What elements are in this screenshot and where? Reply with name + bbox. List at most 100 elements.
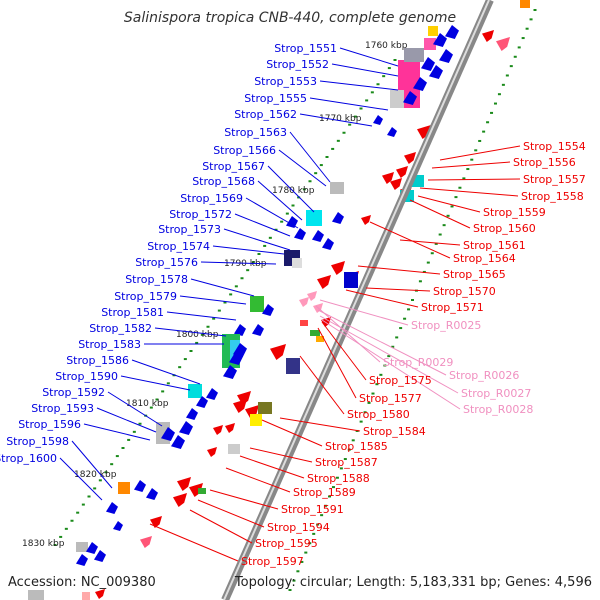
gene-label-plus[interactable]: Strop_1563 — [224, 126, 287, 139]
gene-label-plus[interactable]: Strop_1596 — [18, 418, 81, 431]
minus-strand-gene — [177, 477, 191, 491]
label-connector — [107, 391, 163, 427]
gene-label-minus[interactable]: Strop_1554 — [523, 140, 586, 153]
minus-strand-gene — [382, 172, 394, 184]
gene-label-plus[interactable]: Strop_1579 — [114, 290, 177, 303]
outer-tick-mark — [450, 205, 454, 208]
gene-label-plus[interactable]: Strop_1600 — [0, 452, 57, 465]
label-connector — [223, 228, 291, 251]
label-connector — [149, 523, 239, 562]
gene-label-plus[interactable]: Strop_1576 — [135, 256, 198, 269]
gene-label-minus[interactable]: Strop_1559 — [483, 206, 546, 219]
plus-strand-gene — [146, 488, 158, 500]
inner-tick-mark — [285, 212, 289, 215]
inner-tick-mark — [178, 366, 182, 369]
label-connector — [189, 509, 253, 544]
gene-label-plus[interactable]: Strop_1574 — [147, 240, 210, 253]
outer-tick-mark — [411, 299, 414, 301]
gene-label-rna[interactable]: Strop_R0029 — [383, 356, 453, 369]
gene-label-plus[interactable]: Strop_1553 — [254, 75, 317, 88]
outer-tick-mark — [482, 130, 486, 133]
gene-label-minus[interactable]: Strop_1595 — [255, 537, 318, 550]
gene-label-minus[interactable]: Strop_1564 — [453, 252, 516, 265]
label-lines-layer — [59, 47, 521, 562]
inner-tick-mark — [314, 172, 318, 175]
gene-label-plus[interactable]: Strop_1573 — [158, 223, 221, 236]
label-connector — [261, 419, 323, 447]
gene-label-minus[interactable]: Strop_1591 — [281, 503, 344, 516]
gene-feature — [28, 590, 44, 600]
gene-label-plus[interactable]: Strop_1567 — [202, 160, 265, 173]
gene-label-rna[interactable]: Strop_R0028 — [463, 403, 533, 416]
gene-label-minus[interactable]: Strop_1577 — [359, 392, 422, 405]
gene-label-plus[interactable]: Strop_1572 — [169, 208, 232, 221]
gene-label-plus[interactable]: Strop_1562 — [234, 108, 297, 121]
gene-label-plus[interactable]: Strop_1581 — [101, 306, 164, 319]
label-connector — [417, 195, 481, 213]
inner-tick-mark — [110, 463, 114, 466]
outer-tick-mark — [351, 439, 355, 442]
gene-label-plus[interactable]: Strop_1590 — [55, 370, 118, 383]
gene-label-plus[interactable]: Strop_1566 — [213, 144, 276, 157]
gene-label-plus[interactable]: Strop_1555 — [244, 92, 307, 105]
gene-label-plus[interactable]: Strop_1598 — [6, 435, 69, 448]
gene-feature — [428, 26, 438, 36]
inner-tick-mark — [223, 301, 227, 304]
gene-feature — [300, 320, 308, 326]
gene-label-minus[interactable]: Strop_1594 — [267, 521, 330, 534]
gene-label-plus[interactable]: Strop_1593 — [31, 402, 94, 415]
gene-label-plus[interactable]: Strop_1578 — [125, 273, 188, 286]
gene-label-minus[interactable]: Strop_1584 — [363, 425, 426, 438]
backbone-layer — [221, 0, 494, 600]
inner-tick-mark — [166, 382, 170, 385]
gene-label-minus[interactable]: Strop_1580 — [347, 408, 410, 421]
gene-label-minus[interactable]: Strop_1570 — [433, 285, 496, 298]
gene-label-rna[interactable]: Strop_R0025 — [411, 319, 481, 332]
minus-strand-gene — [237, 391, 251, 405]
map-title: Salinispora tropica CNB-440, complete ge… — [124, 10, 456, 26]
outer-tick-mark — [438, 233, 442, 236]
gene-label-minus[interactable]: Strop_1560 — [473, 222, 536, 235]
gene-label-minus[interactable]: Strop_1588 — [307, 472, 370, 485]
gene-feature — [230, 340, 240, 362]
gene-label-minus[interactable]: Strop_1587 — [315, 456, 378, 469]
outer-tick-mark — [529, 18, 533, 21]
inner-tick-mark — [393, 59, 397, 61]
plus-strand-gene — [322, 238, 334, 250]
gene-label-minus[interactable]: Strop_1575 — [369, 374, 432, 387]
gene-label-minus[interactable]: Strop_1556 — [513, 156, 576, 169]
gene-label-plus[interactable]: Strop_1552 — [266, 58, 329, 71]
minus-strand-gene — [390, 178, 402, 190]
gene-label-minus[interactable]: Strop_1585 — [325, 440, 388, 453]
gene-label-plus[interactable]: Strop_1551 — [274, 42, 337, 55]
gene-label-plus[interactable]: Strop_1582 — [89, 322, 152, 335]
inner-tick-mark — [263, 244, 267, 247]
gene-label-minus[interactable]: Strop_1565 — [443, 268, 506, 281]
gene-label-minus[interactable]: Strop_1558 — [521, 190, 584, 203]
gene-label-minus[interactable]: Strop_1561 — [463, 239, 526, 252]
gene-label-rna[interactable]: Strop_R0026 — [449, 369, 519, 382]
gene-label-plus[interactable]: Strop_1583 — [78, 338, 141, 351]
outer-tick-mark — [533, 9, 537, 11]
label-connector — [166, 311, 237, 321]
outer-tick-mark — [363, 411, 367, 414]
label-connector — [419, 187, 519, 197]
minus-strand-gene — [173, 493, 187, 507]
gene-label-plus[interactable]: Strop_1568 — [192, 175, 255, 188]
gene-label-plus[interactable]: Strop_1586 — [66, 354, 129, 367]
gene-label-rna[interactable]: Strop_R0027 — [461, 387, 531, 400]
inner-tick-mark — [246, 269, 250, 272]
label-connector — [289, 131, 331, 183]
plus-strand-gene — [106, 502, 118, 514]
gene-label-plus[interactable]: Strop_1569 — [180, 192, 243, 205]
gene-label-minus[interactable]: Strop_1589 — [293, 486, 356, 499]
inner-tick-mark — [297, 196, 301, 199]
inner-tick-mark — [308, 180, 312, 183]
label-connector — [339, 47, 399, 67]
outer-tick-mark — [320, 514, 324, 517]
gene-label-minus[interactable]: Strop_1557 — [523, 173, 586, 186]
gene-label-minus[interactable]: Strop_1571 — [421, 301, 484, 314]
label-connector — [200, 261, 277, 265]
gene-label-minus[interactable]: Strop_1597 — [241, 555, 304, 568]
gene-label-plus[interactable]: Strop_1592 — [42, 386, 105, 399]
